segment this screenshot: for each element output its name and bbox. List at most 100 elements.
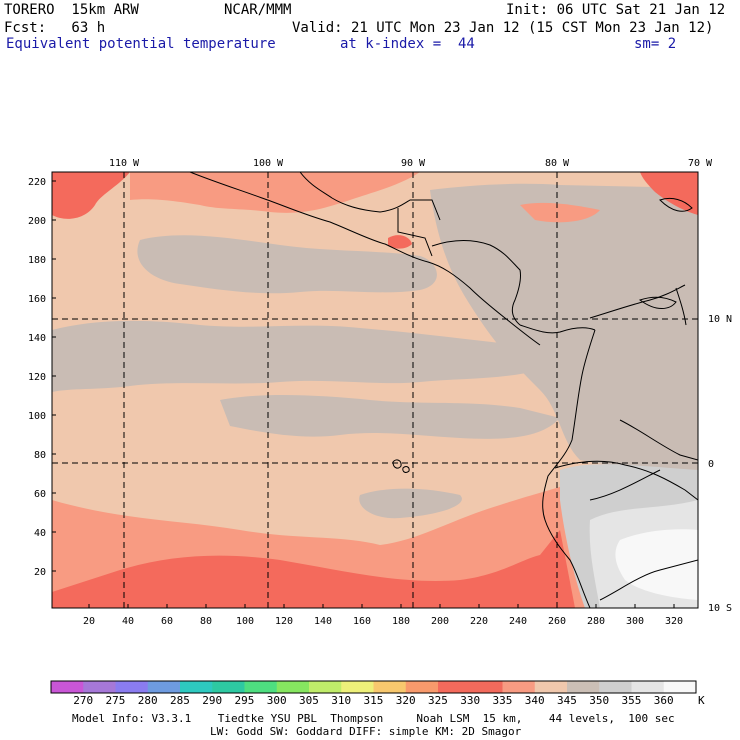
colorbar-swatch bbox=[373, 681, 407, 693]
colorbar-label: 280 bbox=[137, 694, 158, 707]
band-345-east bbox=[430, 183, 698, 471]
colorbar-swatch bbox=[438, 681, 471, 693]
x-tick: 300 bbox=[626, 616, 644, 627]
island-hispaniola bbox=[659, 197, 693, 212]
colorbar-label: 290 bbox=[202, 694, 223, 707]
x-tick: 120 bbox=[275, 616, 293, 627]
x-tick: 220 bbox=[470, 616, 488, 627]
field-name: Equivalent potential temperature bbox=[6, 36, 276, 52]
model-info: Model Info: V3.3.1 Tiedtke YSU PBL Thomp… bbox=[72, 712, 675, 725]
y-tick: 40 bbox=[34, 528, 46, 539]
physics-info: LW: Godd SW: Goddard DIFF: simple KM: 2D… bbox=[210, 725, 522, 738]
init-time: Init: 06 UTC Sat 21 Jan 12 bbox=[506, 2, 726, 18]
x-tick: 320 bbox=[665, 616, 683, 627]
bottom-tick-marks bbox=[88, 604, 675, 608]
colorbar-label: 340 bbox=[524, 694, 545, 707]
valid-time: Valid: 21 UTC Mon 23 Jan 12 (15 CST Mon … bbox=[292, 20, 714, 36]
top-lon-labels: 110 W 100 W 90 W 80 W 70 W bbox=[109, 158, 713, 169]
y-tick: 180 bbox=[28, 255, 46, 266]
lat-lon-grid bbox=[52, 172, 698, 608]
left-tick-marks bbox=[52, 180, 56, 572]
island-cuba bbox=[638, 296, 677, 309]
colorbar-label: 350 bbox=[589, 694, 610, 707]
patch-330-ne bbox=[640, 172, 698, 215]
band-345-west bbox=[52, 320, 540, 392]
lat-label: 0 bbox=[708, 459, 714, 470]
y-tick: 140 bbox=[28, 333, 46, 344]
x-tick: 260 bbox=[548, 616, 566, 627]
colorbar-swatch bbox=[341, 681, 374, 693]
organization: NCAR/MMM bbox=[224, 2, 292, 18]
lon-label: 90 W bbox=[401, 158, 426, 169]
forecast-hour: Fcst: 63 h bbox=[4, 20, 106, 36]
colorbar-swatch bbox=[631, 681, 665, 693]
colorbar-label: 325 bbox=[428, 694, 448, 707]
x-tick: 140 bbox=[314, 616, 332, 627]
colorbar-label: 275 bbox=[105, 694, 126, 707]
colorbar-label: 320 bbox=[395, 694, 416, 707]
island-lesser bbox=[675, 287, 687, 326]
x-tick: 80 bbox=[200, 616, 212, 627]
colorbar-label: 315 bbox=[363, 694, 384, 707]
smoothing-label: sm= 2 bbox=[634, 36, 677, 52]
colorbar-swatch bbox=[470, 681, 503, 693]
colorbar bbox=[51, 681, 697, 693]
colorbar-swatch bbox=[83, 681, 116, 693]
y-tick: 60 bbox=[34, 489, 46, 500]
border-guatemala bbox=[397, 208, 433, 257]
colorbar-label: 305 bbox=[299, 694, 319, 707]
colorbar-label: 310 bbox=[331, 694, 352, 707]
lon-label: 110 W bbox=[109, 158, 140, 169]
x-tick: 280 bbox=[587, 616, 605, 627]
band-330-south bbox=[52, 530, 575, 608]
colorbar-swatch bbox=[663, 681, 697, 693]
field-shading bbox=[52, 172, 698, 608]
colorbar-frame bbox=[50, 680, 697, 694]
colorbar-label: 355 bbox=[621, 694, 642, 707]
level-label: at k-index = 44 bbox=[340, 36, 475, 52]
colorbar-swatch bbox=[212, 681, 245, 693]
right-lat-labels: 10 N 0 10 S bbox=[708, 314, 732, 614]
x-tick: 200 bbox=[431, 616, 449, 627]
coast-mexico bbox=[189, 172, 541, 346]
colorbar-swatch bbox=[147, 681, 181, 693]
galapagos-1 bbox=[392, 459, 402, 469]
y-tick: 20 bbox=[34, 567, 46, 578]
x-tick: 40 bbox=[122, 616, 134, 627]
inland-360 bbox=[615, 529, 698, 600]
colorbar-label: 345 bbox=[557, 694, 577, 707]
x-tick: 160 bbox=[353, 616, 371, 627]
lat-label: 10 S bbox=[708, 603, 732, 614]
colorbar-swatch bbox=[599, 681, 632, 693]
x-tick: 180 bbox=[392, 616, 410, 627]
y-tick: 120 bbox=[28, 372, 46, 383]
colorbar-label: 285 bbox=[170, 694, 190, 707]
colorbar-swatch bbox=[115, 681, 149, 693]
coast-colombia bbox=[542, 329, 596, 608]
x-tick: 20 bbox=[83, 616, 95, 627]
colorbar-swatch bbox=[405, 681, 439, 693]
colorbar-label: 330 bbox=[460, 694, 481, 707]
colorbar-label: 360 bbox=[653, 694, 674, 707]
colorbar-swatch bbox=[276, 681, 310, 693]
lon-label: 70 W bbox=[688, 158, 713, 169]
border-peru bbox=[589, 469, 698, 601]
border-caribbean bbox=[431, 240, 521, 326]
bottom-grid-ticks: 20 40 60 80 100 120 140 160 180 200 220 … bbox=[83, 616, 683, 627]
border-brazil bbox=[619, 419, 698, 461]
y-tick: 80 bbox=[34, 450, 46, 461]
x-tick: 60 bbox=[161, 616, 173, 627]
patch-330-nw bbox=[52, 172, 130, 219]
patch-330-mexico bbox=[388, 235, 412, 249]
lon-label: 80 W bbox=[545, 158, 570, 169]
patch-335-sw bbox=[520, 202, 600, 223]
coast-gulf bbox=[299, 172, 441, 221]
y-tick: 160 bbox=[28, 294, 46, 305]
x-tick: 100 bbox=[236, 616, 254, 627]
patch-335-north bbox=[130, 172, 420, 213]
colorbar-swatch bbox=[534, 681, 568, 693]
colorbar-label: 335 bbox=[492, 694, 513, 707]
colorbar-swatch bbox=[502, 681, 536, 693]
colorbar-swatch bbox=[309, 681, 342, 693]
